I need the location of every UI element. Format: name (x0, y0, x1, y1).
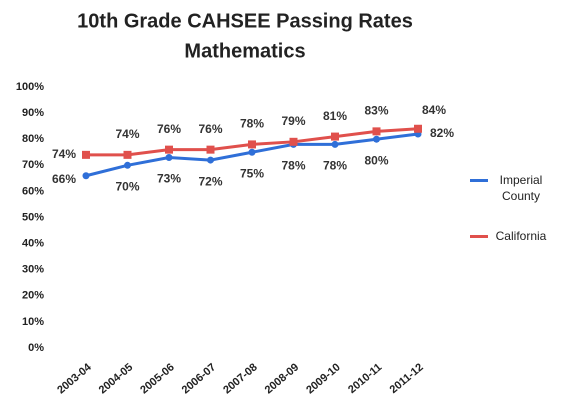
legend-swatch (470, 234, 488, 238)
y-tick-label: 70% (22, 159, 44, 171)
chart-title: Mathematics (184, 40, 305, 62)
x-tick-label: 2011-12 (388, 361, 426, 396)
data-label: 83% (364, 104, 388, 118)
y-tick-label: 50% (22, 211, 44, 223)
point (165, 145, 173, 154)
legend-item: Imperial County (470, 172, 560, 204)
point (206, 145, 215, 154)
point (331, 132, 339, 141)
point (123, 150, 132, 159)
y-tick-label: 90% (22, 107, 44, 119)
x-tick-label: 2009-10 (304, 361, 343, 396)
data-label: 72% (198, 174, 222, 188)
point (248, 140, 256, 149)
point (82, 172, 90, 180)
y-tick-label: 30% (22, 264, 44, 276)
x-tick-label: 2003-04 (55, 361, 94, 397)
point (289, 137, 298, 146)
x-tick-label: 2006-07 (180, 361, 219, 396)
y-tick-label: 80% (22, 133, 44, 145)
point (248, 148, 256, 156)
point (373, 135, 380, 143)
point (372, 127, 381, 136)
data-label: 76% (198, 122, 222, 136)
data-label: 82% (430, 126, 454, 140)
legend-label: California (495, 229, 547, 243)
data-label: 78% (323, 159, 347, 173)
data-label: 78% (281, 159, 305, 173)
data-label: 74% (52, 147, 76, 161)
y-tick-label: 20% (22, 290, 44, 302)
data-label: 79% (281, 114, 305, 128)
x-tick-label: 2007-08 (221, 361, 260, 396)
data-label: 84% (422, 103, 446, 117)
point (331, 140, 339, 148)
y-tick-label: 10% (22, 316, 44, 328)
legend-swatch (470, 178, 488, 182)
data-label: 76% (157, 122, 181, 136)
point (207, 156, 214, 164)
legend-label: Imperial County (499, 173, 543, 203)
point (124, 161, 131, 169)
x-tick-label: 2010-11 (346, 361, 384, 396)
point (414, 124, 422, 133)
data-label: 73% (157, 172, 181, 186)
x-tick-label: 2004-05 (97, 361, 136, 396)
y-tick-label: 100% (16, 81, 44, 93)
data-label: 75% (240, 166, 264, 180)
data-label: 70% (115, 179, 139, 193)
x-tick-label: 2008-09 (263, 361, 302, 396)
data-label: 81% (323, 109, 347, 123)
data-label: 80% (364, 153, 388, 167)
legend-item: California (470, 228, 560, 244)
y-tick-label: 60% (22, 185, 44, 197)
point (82, 150, 90, 159)
data-label: 66% (52, 172, 76, 186)
data-label: 74% (115, 127, 139, 141)
point (165, 153, 173, 161)
data-label: 78% (240, 117, 264, 131)
y-tick-label: 40% (22, 238, 44, 250)
y-tick-label: 0% (28, 342, 44, 354)
x-tick-label: 2005-06 (138, 361, 177, 396)
chart-title: 10th Grade CAHSEE Passing Rates (77, 10, 413, 32)
